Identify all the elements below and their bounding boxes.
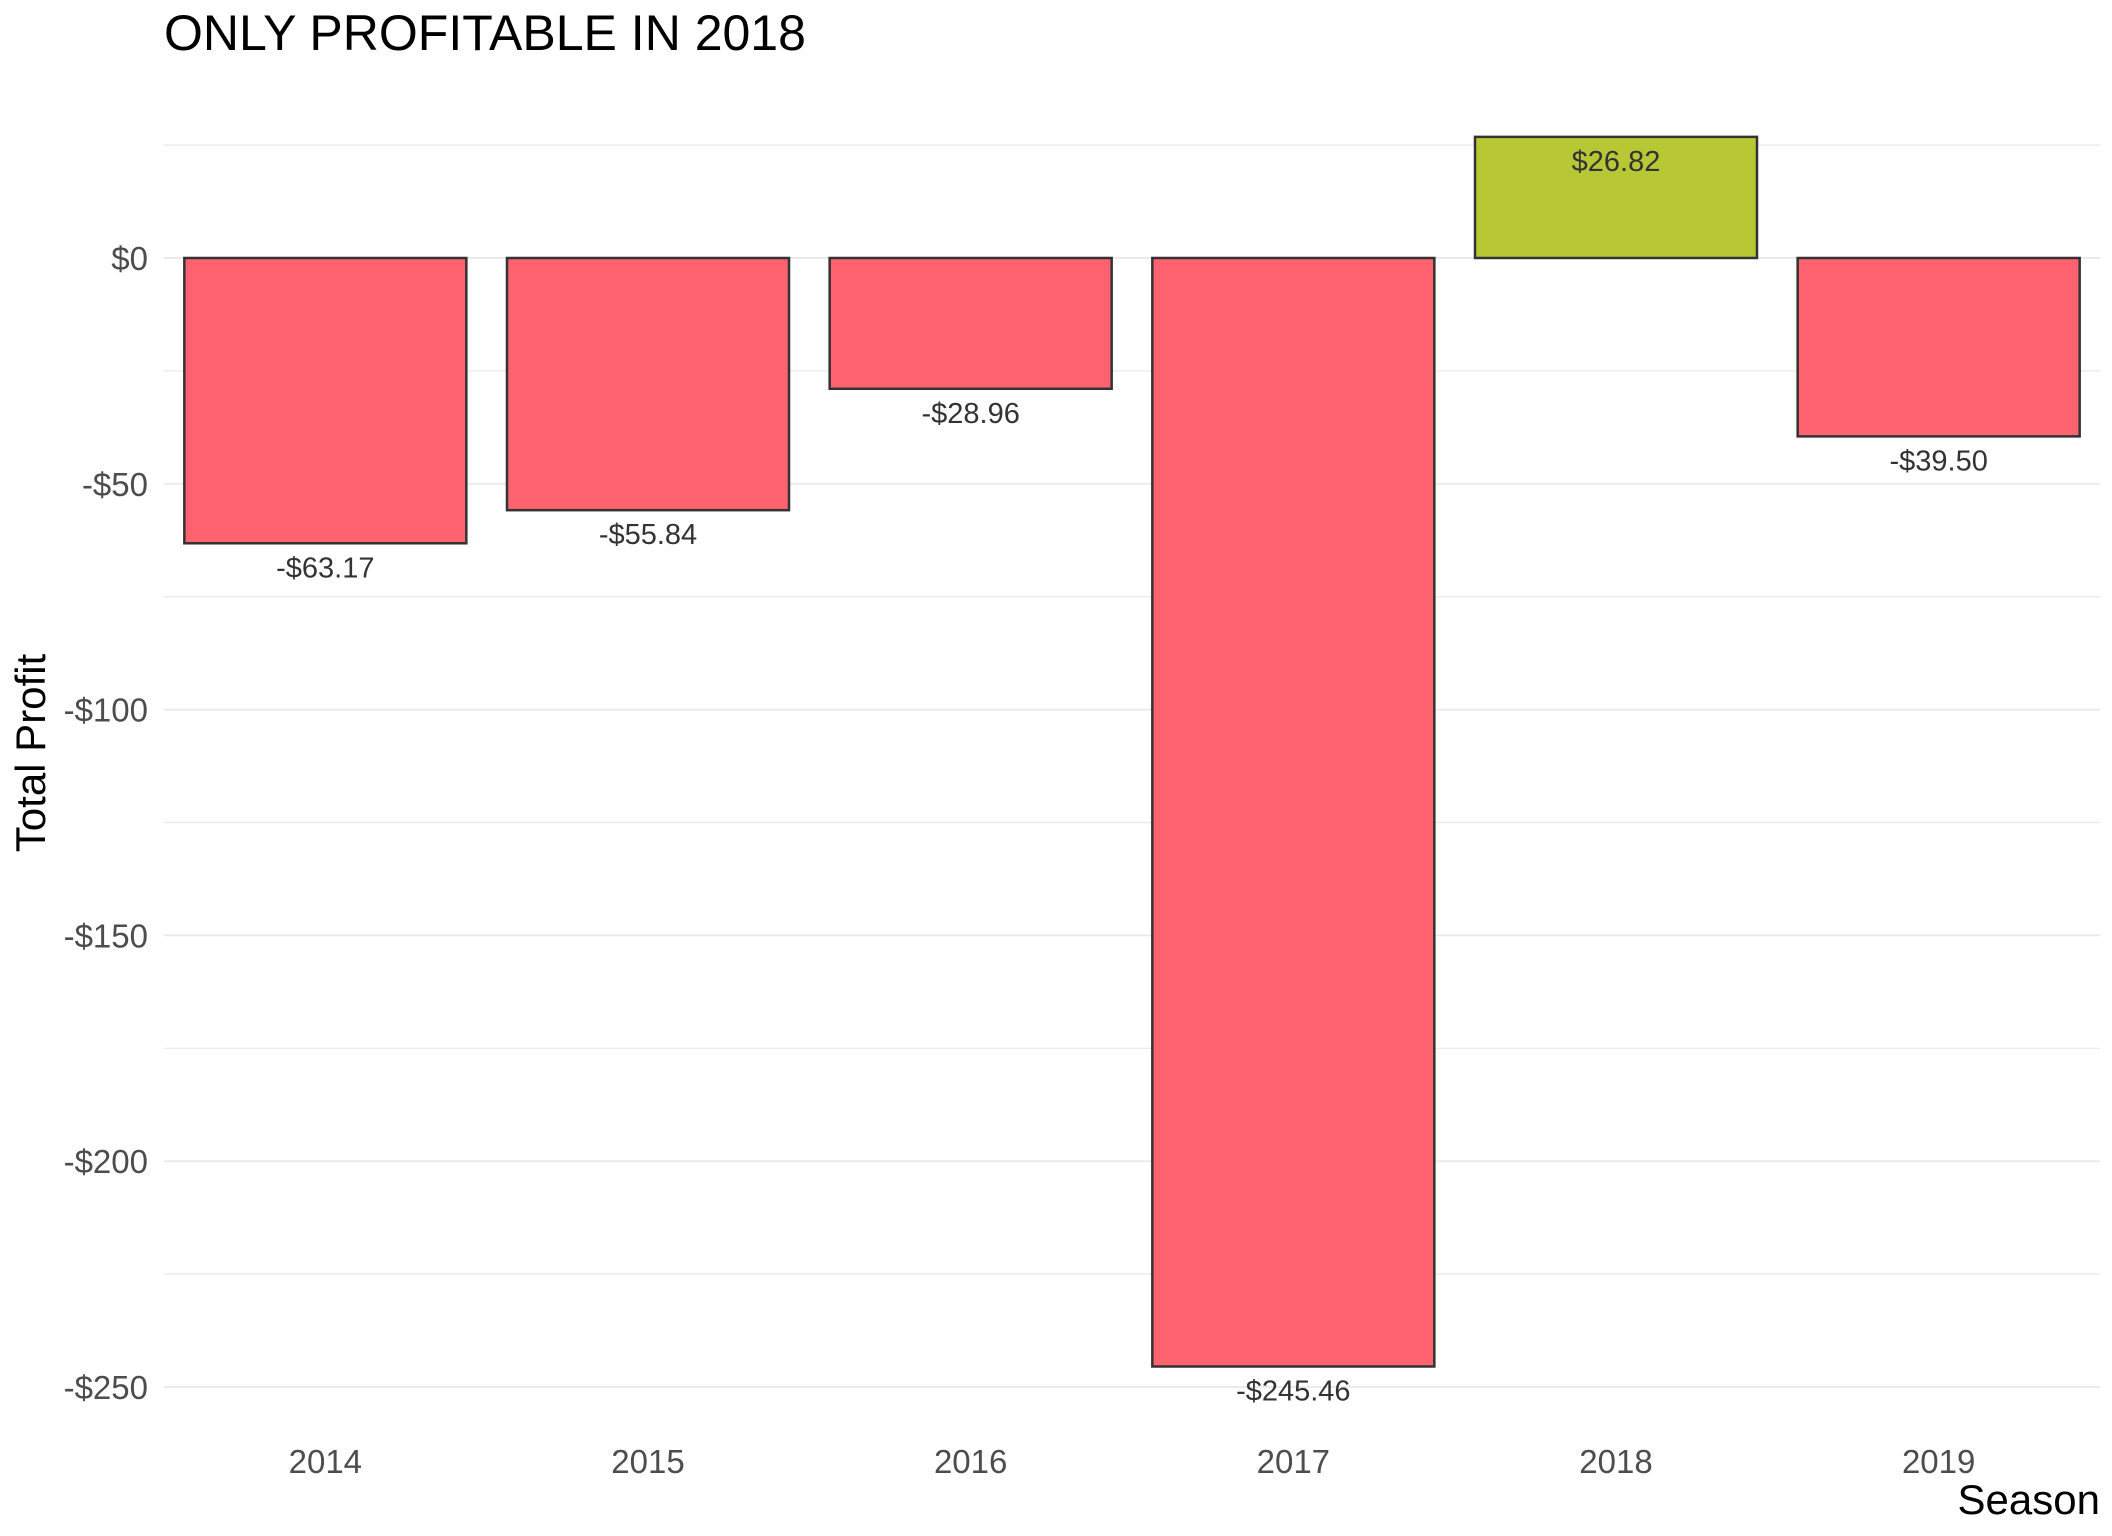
bars [183, 135, 2081, 1368]
y-tick-label: -$150 [64, 917, 148, 954]
y-tick-label: -$50 [82, 466, 148, 503]
bar [1796, 256, 2081, 438]
data-labels: -$63.17 -$55.84 -$28.96 -$245.46 $26.82 -$39.… [276, 146, 1988, 1408]
x-tick-label: 2019 [1902, 1443, 1975, 1480]
y-axis-title: Total Profit [7, 653, 54, 852]
data-label: -$39.50 [1889, 445, 1987, 477]
y-tick-label: -$200 [64, 1143, 148, 1180]
x-tick-label: 2014 [289, 1443, 362, 1480]
x-tick-label: 2015 [611, 1443, 684, 1480]
bar [505, 256, 791, 512]
y-tick-label: -$250 [64, 1369, 148, 1406]
data-label: -$63.17 [276, 552, 374, 584]
data-label: -$28.96 [921, 398, 1019, 430]
y-axis-ticks: $0 -$50 -$100 -$150 -$200 -$250 [64, 240, 148, 1406]
x-tick-label: 2017 [1257, 1443, 1330, 1480]
y-tick-label: $0 [111, 240, 148, 277]
data-label: $26.82 [1572, 146, 1661, 178]
gridlines [164, 144, 2100, 1388]
data-label: -$245.46 [1236, 1375, 1351, 1407]
y-tick-label: -$100 [64, 692, 148, 729]
chart-title: ONLY PROFITABLE IN 2018 [164, 5, 806, 61]
x-tick-label: 2016 [934, 1443, 1007, 1480]
bar [828, 256, 1113, 391]
x-axis-ticks: 2014 2015 2016 2017 2018 2019 [289, 1443, 1976, 1480]
x-tick-label: 2018 [1579, 1443, 1652, 1480]
bar [183, 256, 468, 545]
bar [1151, 256, 1436, 1368]
data-label: -$55.84 [599, 519, 697, 551]
x-axis-title: Season [1958, 1476, 2100, 1523]
bar [1473, 135, 1759, 260]
